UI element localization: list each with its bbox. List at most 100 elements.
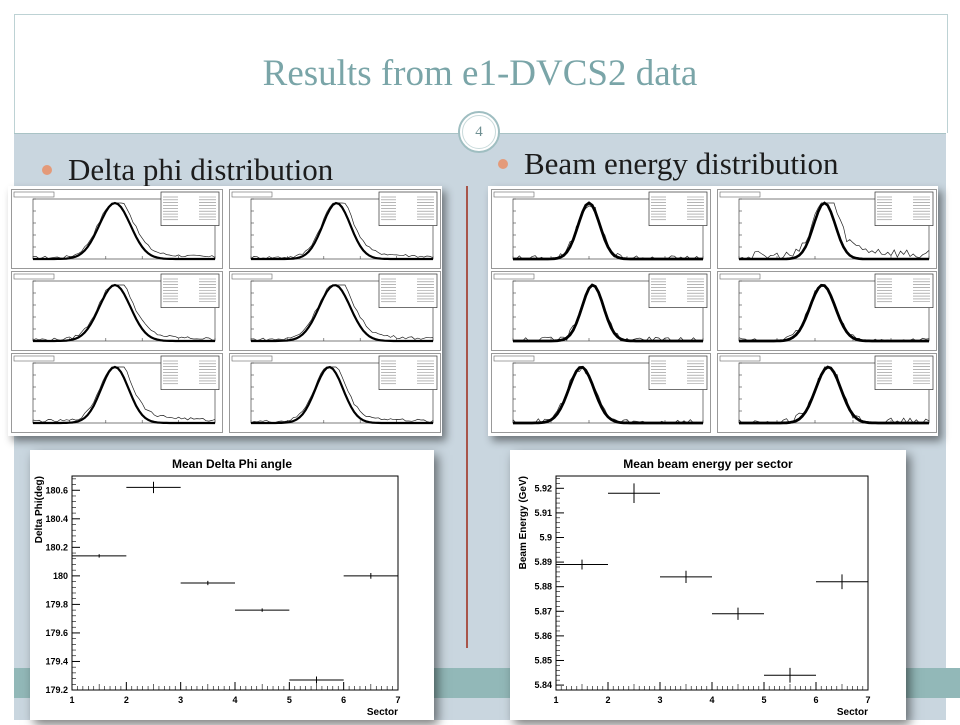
thumb-title-box bbox=[493, 273, 535, 280]
y-tick-label: 180.6 bbox=[45, 485, 68, 495]
mean-beam-energy-plot: Mean beam energy per sector 1 2 3 4 5 6 7 5.84 5.… bbox=[510, 450, 906, 720]
histogram-thumbnail bbox=[11, 271, 223, 351]
histogram-line bbox=[32, 284, 216, 342]
thumb-title-box bbox=[493, 191, 535, 198]
y-tick-label: 5.91 bbox=[534, 508, 552, 518]
y-tick-label: 179.4 bbox=[45, 656, 68, 666]
data-point bbox=[343, 573, 398, 579]
thumb-title-box bbox=[13, 273, 55, 280]
histogram-thumbnail bbox=[229, 271, 441, 351]
thumb-frame bbox=[738, 362, 930, 424]
y-tick-label: 179.8 bbox=[45, 599, 68, 609]
fit-curve bbox=[33, 365, 215, 425]
y-tick-label: 5.85 bbox=[534, 655, 552, 665]
thumb-frame bbox=[250, 198, 434, 260]
x-tick-label: 2 bbox=[124, 695, 129, 705]
histogram-thumbnail bbox=[11, 189, 223, 269]
data-point bbox=[180, 580, 235, 586]
x-tick-label: 5 bbox=[287, 695, 292, 705]
y-tick-label: 180.4 bbox=[45, 514, 68, 524]
fit-curve bbox=[739, 201, 929, 261]
slide-title: Results from e1-DVCS2 data bbox=[262, 53, 698, 94]
x-tick-label: 1 bbox=[69, 695, 74, 705]
thumb-frame bbox=[32, 198, 216, 260]
fit-curve bbox=[33, 283, 215, 343]
histogram-thumbnail bbox=[11, 353, 223, 433]
data-point bbox=[72, 554, 127, 558]
data-point bbox=[712, 607, 764, 620]
fit-curve bbox=[251, 201, 433, 261]
histogram-thumbnail bbox=[491, 353, 711, 433]
y-tick-label: 180.2 bbox=[45, 542, 68, 552]
histogram-line bbox=[250, 284, 434, 342]
thumb-frame bbox=[32, 362, 216, 424]
thumb-frame bbox=[512, 198, 704, 260]
data-point bbox=[235, 608, 290, 612]
bullet-beam-energy: Beam energy distribution bbox=[498, 146, 839, 182]
thumb-title-box bbox=[13, 191, 55, 198]
data-point bbox=[556, 559, 608, 570]
chart-title: Mean Delta Phi angle bbox=[172, 457, 292, 471]
x-tick-label: 5 bbox=[761, 695, 766, 705]
y-tick-label: 179.6 bbox=[45, 628, 68, 638]
beam-energy-histogram-grid bbox=[488, 186, 938, 436]
histogram-line bbox=[250, 366, 434, 424]
fit-curve bbox=[739, 365, 929, 425]
thumb-title-box bbox=[231, 273, 273, 280]
data-point bbox=[289, 676, 344, 684]
thumb-frame bbox=[250, 362, 434, 424]
thumb-frame bbox=[512, 280, 704, 342]
x-axis-label: Sector bbox=[837, 707, 868, 718]
x-tick-label: 2 bbox=[605, 695, 610, 705]
fit-curve bbox=[251, 365, 433, 425]
x-tick-label: 4 bbox=[709, 695, 714, 705]
mean-delta-phi-plot: Mean Delta Phi angle 1 2 3 4 5 6 7 179.2 179.4 179… bbox=[30, 450, 434, 720]
left-margin bbox=[0, 0, 14, 720]
data-point bbox=[764, 667, 816, 683]
y-tick-label: 5.87 bbox=[534, 606, 552, 616]
x-tick-label: 7 bbox=[395, 695, 400, 705]
delta-phi-histogram-grid bbox=[8, 186, 442, 436]
thumb-frame bbox=[738, 198, 930, 260]
bullet-dot-icon bbox=[498, 158, 508, 169]
fit-curve bbox=[739, 283, 929, 343]
mean-delta-phi-svg: Mean Delta Phi angle 1 2 3 4 5 6 7 179.2 179.4 179… bbox=[34, 457, 401, 718]
x-tick-label: 1 bbox=[553, 695, 558, 705]
y-tick-label: 5.86 bbox=[534, 631, 552, 641]
page-number-badge: 4 bbox=[458, 111, 500, 153]
x-tick-label: 6 bbox=[813, 695, 818, 705]
histogram-thumbnail bbox=[717, 271, 937, 351]
thumb-frame bbox=[32, 280, 216, 342]
y-axis-label: Beam Energy (GeV) bbox=[518, 476, 529, 569]
y-tick-label: 5.88 bbox=[534, 582, 552, 592]
histogram-thumbnail bbox=[491, 271, 711, 351]
y-tick-label: 5.92 bbox=[534, 483, 552, 493]
column-divider bbox=[466, 186, 468, 648]
y-tick-label: 179.2 bbox=[45, 685, 68, 695]
thumb-title-box bbox=[719, 273, 761, 280]
histogram-thumbnail bbox=[491, 189, 711, 269]
plot-frame bbox=[555, 475, 869, 691]
histogram-thumbnail bbox=[717, 189, 937, 269]
y-tick-label: 5.84 bbox=[534, 680, 552, 690]
thumb-title-box bbox=[231, 355, 273, 362]
bullet-right-text: Beam energy distribution bbox=[524, 146, 839, 181]
bullet-dot-icon bbox=[42, 164, 52, 175]
thumb-title-box bbox=[493, 355, 535, 362]
thumb-title-box bbox=[719, 191, 761, 198]
histogram-thumbnail bbox=[717, 353, 937, 433]
y-tick-label: 5.89 bbox=[534, 557, 552, 567]
x-tick-label: 3 bbox=[178, 695, 183, 705]
title-frame bbox=[14, 14, 948, 133]
data-point bbox=[608, 483, 660, 504]
bullet-left-text: Delta phi distribution bbox=[68, 152, 334, 187]
histogram-thumbnail bbox=[229, 189, 441, 269]
fit-curve bbox=[33, 201, 215, 261]
x-tick-label: 3 bbox=[657, 695, 662, 705]
data-point bbox=[816, 574, 868, 590]
x-axis-label: Sector bbox=[367, 707, 398, 718]
thumb-frame bbox=[250, 280, 434, 342]
thumb-title-box bbox=[719, 355, 761, 362]
x-tick-label: 7 bbox=[865, 695, 870, 705]
